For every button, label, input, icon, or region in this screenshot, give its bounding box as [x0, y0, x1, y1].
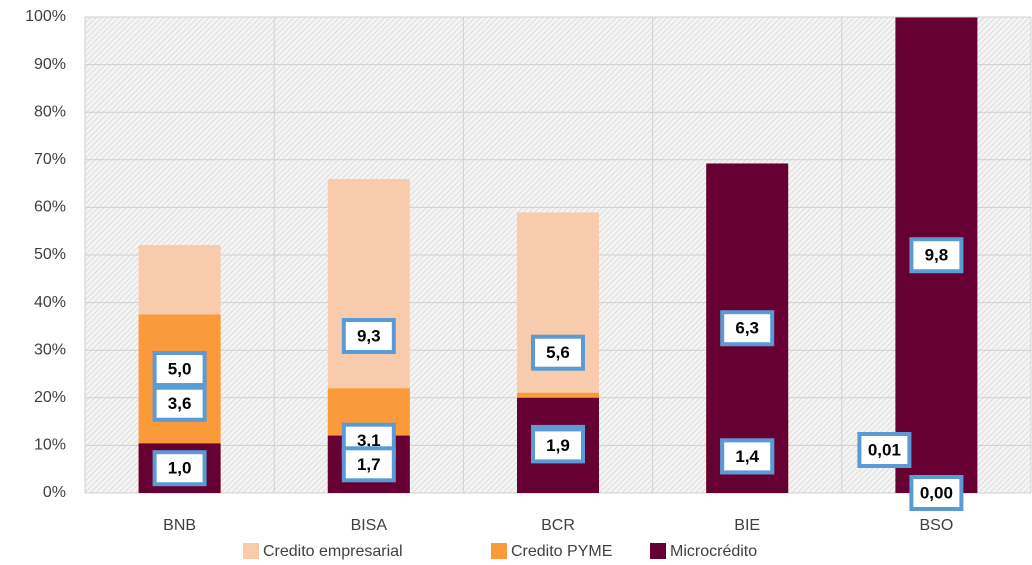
data-label: 9,8 [925, 246, 949, 265]
y-tick-label: 70% [34, 151, 66, 168]
y-tick-label: 30% [34, 341, 66, 358]
y-tick-label: 100% [25, 8, 66, 25]
legend-label: Credito PYME [511, 543, 612, 560]
y-tick-label: 60% [34, 199, 66, 216]
data-label-box [152, 450, 207, 487]
data-label: 5,0 [168, 360, 192, 379]
data-label-box [909, 237, 964, 274]
legend-swatch [243, 543, 259, 559]
y-tick-label: 90% [34, 56, 66, 73]
data-label-box [720, 438, 775, 475]
data-label-box [909, 475, 964, 511]
y-tick-label: 10% [34, 437, 66, 454]
data-label: 1,7 [357, 455, 381, 474]
legend-label: Microcrédito [670, 543, 757, 560]
data-label-box [857, 432, 912, 468]
data-label: 5,6 [546, 343, 570, 362]
data-label: 3,1 [357, 431, 381, 450]
x-tick-label: BCR [541, 517, 575, 534]
y-tick-label: 40% [34, 294, 66, 311]
data-label: 1,0 [168, 459, 192, 478]
x-tick-label: BIE [734, 517, 760, 534]
x-tick-label: BISA [351, 517, 388, 534]
data-label: 0,00 [920, 483, 953, 502]
data-label: 1,4 [735, 447, 759, 466]
data-label-box [152, 385, 207, 422]
data-label: 0,01 [868, 440, 901, 459]
legend-label: Credito empresarial [263, 543, 403, 560]
y-tick-label: 80% [34, 103, 66, 120]
data-label: 1,9 [546, 436, 570, 455]
x-tick-label: BNB [163, 517, 196, 534]
x-tick-label: BSO [920, 517, 954, 534]
data-label-box [531, 334, 585, 371]
data-label-box [152, 351, 207, 388]
legend-swatch [491, 543, 507, 559]
data-label: 3,6 [168, 394, 192, 413]
y-tick-label: 0% [43, 484, 66, 501]
data-label-box [531, 427, 585, 464]
data-label: 6,3 [735, 319, 759, 338]
data-label-box [341, 318, 396, 355]
legend-swatch [650, 543, 666, 559]
y-tick-label: 20% [34, 389, 66, 406]
data-label-box [341, 446, 396, 483]
data-label-box [720, 310, 775, 347]
y-tick-label: 50% [34, 246, 66, 263]
data-label: 9,3 [357, 327, 381, 346]
